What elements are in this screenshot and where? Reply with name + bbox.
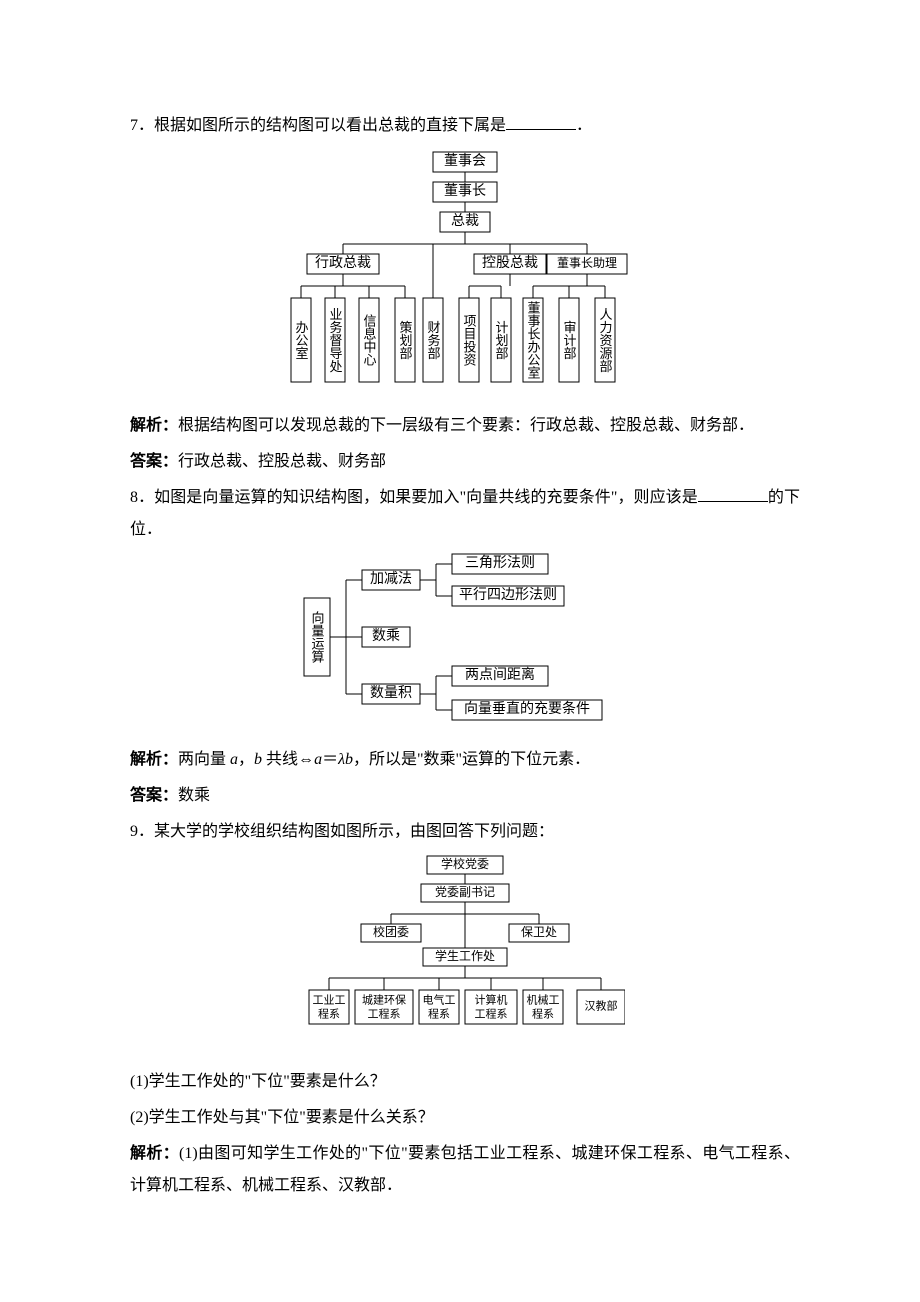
q8-figure: 向量运算 加减法 数乘 数量积 三角形法则 平行四边形法则 两点间距离 向量垂直… — [130, 552, 800, 734]
svg-text:办公室: 办公室 — [294, 321, 309, 360]
q8-l3-perp: 向量垂直的充要条件 — [464, 700, 590, 717]
svg-text:城建环保: 城建环保 — [362, 993, 406, 1007]
svg-text:程系: 程系 — [318, 1008, 340, 1021]
q7-node-assist: 董事长助理 — [557, 256, 617, 270]
q7-prompt-prefix: 7．根据如图所示的结构图可以看出总裁的直接下属是 — [130, 117, 506, 134]
q8-l2-dot: 数量积 — [370, 685, 412, 701]
q7-node-chairman: 董事长 — [444, 183, 486, 199]
q9-node-mid2: 保卫处 — [521, 925, 557, 939]
svg-text:人力资源部: 人力资源部 — [598, 308, 613, 373]
q7-figure: 董事会 董事长 总裁 行政总裁 控股总裁 董事长助理 办公室 业务督导处 信息中… — [130, 148, 800, 400]
q8-answer-text: 数乘 — [178, 787, 210, 804]
q7-prompt: 7．根据如图所示的结构图可以看出总裁的直接下属是 ． — [130, 110, 800, 142]
svg-text:信息中心: 信息中心 — [362, 314, 377, 366]
q9-analysis: 解析：(1)由图可知学生工作处的"下位"要素包括工业工程系、城建环保工程系、电气… — [130, 1138, 800, 1202]
q9-figure: 学校党委 党委副书记 校团委 保卫处 学生工作处 工业工程系 城建环保工程系 电… — [130, 854, 800, 1056]
svg-text:程系: 程系 — [428, 1008, 450, 1021]
q7-answer-text: 行政总裁、控股总裁、财务部 — [178, 453, 386, 470]
svg-text:计划部: 计划部 — [494, 321, 509, 360]
q9-node-center: 学生工作处 — [435, 948, 495, 963]
q9-analysis-text: (1)由图可知学生工作处的"下位"要素包括工业工程系、城建环保工程系、电气工程系… — [130, 1145, 800, 1194]
q7-leaves: 办公室 业务督导处 信息中心 策划部 财务部 项目投资 计划部 董事长办公室 审… — [291, 298, 615, 382]
q8-root: 向量运算 — [310, 610, 325, 663]
svg-text:策划部: 策划部 — [398, 320, 413, 360]
svg-text:程系: 程系 — [532, 1008, 554, 1021]
q8-prompt-prefix: 8．如图是向量运算的知识结构图，如果要加入"向量共线的充要条件"，则应该是 — [130, 489, 698, 506]
q7-answer: 答案：行政总裁、控股总裁、财务部 — [130, 446, 800, 478]
svg-text:计算机: 计算机 — [475, 993, 508, 1007]
q9-node-top1: 学校党委 — [441, 856, 489, 871]
q9-node-mid1: 校团委 — [373, 924, 409, 939]
svg-text:业务督导处: 业务督导处 — [328, 308, 343, 373]
q8-analysis: 解析：两向量 a，b 共线⇔a＝λb，所以是"数乘"运算的下位元素． — [130, 744, 800, 776]
q8-answer: 答案：数乘 — [130, 780, 800, 812]
svg-text:董事长办公室: 董事长办公室 — [526, 301, 541, 379]
q9-sub1: (1)学生工作处的"下位"要素是什么？ — [130, 1066, 800, 1098]
q9-prompt: 9．某大学的学校组织结构图如图所示，由图回答下列问题： — [130, 816, 800, 848]
q8-l2-add: 加减法 — [370, 571, 412, 587]
q9-leaves: 工业工程系 城建环保工程系 电气工程系 计算机工程系 机械工程系 汉教部 — [309, 990, 625, 1024]
q7-node-admin: 行政总裁 — [315, 255, 371, 271]
q8-l2-scalar: 数乘 — [372, 628, 400, 644]
q9-sub2: (2)学生工作处与其"下位"要素是什么关系？ — [130, 1102, 800, 1134]
q9-node-top2: 党委副书记 — [435, 884, 495, 899]
q7-analysis-label: 解析： — [130, 417, 178, 434]
svg-text:电气工: 电气工 — [423, 993, 456, 1007]
svg-text:工程系: 工程系 — [475, 1008, 508, 1021]
svg-text:工业工: 工业工 — [313, 994, 346, 1007]
svg-text:项目投资: 项目投资 — [462, 314, 477, 366]
svg-text:机械工: 机械工 — [527, 993, 560, 1007]
q8-l3-para: 平行四边形法则 — [459, 587, 557, 603]
q9-analysis-label: 解析： — [130, 1145, 179, 1162]
q7-analysis: 解析：根据结构图可以发现总裁的下一层级有三个要素：行政总裁、控股总裁、财务部． — [130, 410, 800, 442]
q8-blank — [698, 485, 768, 502]
q8-l3-dist: 两点间距离 — [465, 666, 535, 683]
svg-text:财务部: 财务部 — [426, 321, 441, 360]
q8-analysis-label: 解析： — [130, 751, 178, 768]
q8-l3-tri: 三角形法则 — [465, 555, 535, 571]
q7-prompt-suffix: ． — [576, 117, 592, 134]
q7-node-board: 董事会 — [444, 153, 486, 169]
svg-text:汉教部: 汉教部 — [585, 999, 618, 1013]
q8-answer-label: 答案： — [130, 787, 178, 804]
q7-node-holding: 控股总裁 — [482, 255, 538, 271]
svg-text:工程系: 工程系 — [368, 1008, 401, 1021]
q7-blank — [506, 113, 576, 130]
q7-answer-label: 答案： — [130, 453, 178, 470]
svg-text:审计部: 审计部 — [562, 321, 577, 360]
q7-node-president: 总裁 — [451, 213, 479, 229]
q7-analysis-text: 根据结构图可以发现总裁的下一层级有三个要素：行政总裁、控股总裁、财务部． — [178, 417, 754, 434]
q8-prompt: 8．如图是向量运算的知识结构图，如果要加入"向量共线的充要条件"，则应该是的下位… — [130, 482, 800, 546]
